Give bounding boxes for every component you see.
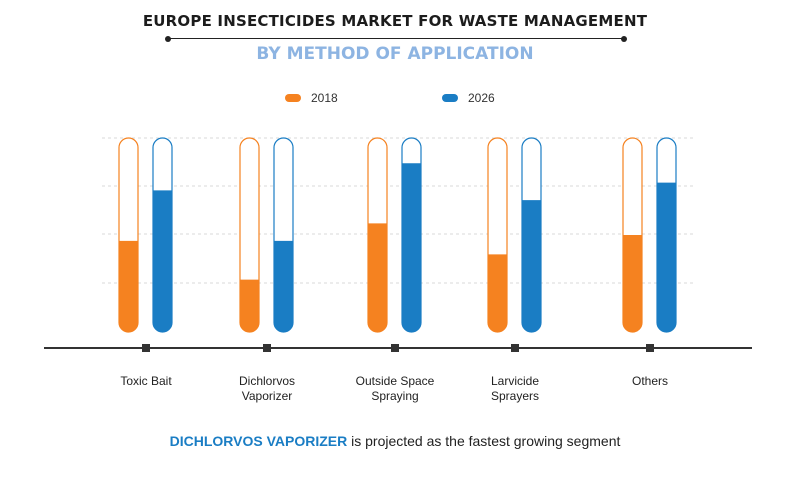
bar-2018-1 [240,279,259,332]
x-axis-tick-3 [511,344,519,352]
category-label-line: Spraying [371,389,419,403]
bar-2026-0 [153,190,172,332]
legend-swatch-2018 [285,94,301,102]
bar-2026-1 [274,240,293,332]
category-label-line: Larvicide [490,374,540,388]
bar-2026-4 [657,182,676,332]
category-label-0: Toxic Bait [81,374,211,389]
category-label-line: Toxic Bait [120,374,172,388]
title-divider [168,38,624,39]
footer-highlight: DICHLORVOS VAPORIZER [169,433,348,449]
category-label-2: Outside Space Spraying [330,374,460,404]
category-label-1: Dichlorvos Vaporizer [202,374,332,404]
legend-label-2018: 2018 [311,91,338,105]
x-axis-tick-1 [263,344,271,352]
footer-text: is projected as the fastest growing segm… [347,433,621,449]
category-label-line: Dichlorvos [238,374,295,388]
x-axis-tick-2 [391,344,399,352]
category-label-line: Others [631,374,668,388]
legend-swatch-2026 [442,94,458,102]
category-label-line: Vaporizer [241,389,293,403]
category-label-4: Others [585,374,715,389]
chart-subtitle: BY METHOD OF APPLICATION [256,44,534,64]
x-axis-tick-0 [142,344,150,352]
legend-item-2026: 2026 [442,90,495,106]
x-axis-tick-4 [646,344,654,352]
legend-label-2026: 2026 [468,91,495,105]
bar-2018-3 [488,254,507,332]
title-divider-right-dot [621,35,627,42]
bar-2018-2 [368,223,387,332]
bar-2018-0 [119,240,138,332]
bar-2026-3 [522,200,541,332]
title-divider-left-dot [165,35,171,42]
category-label-line: Outside Space [355,374,435,388]
category-label-line: Sprayers [490,389,540,403]
bar-2026-2 [402,163,421,332]
legend-item-2018: 2018 [285,90,338,106]
bar-2018-4 [623,235,642,332]
chart-title: EUROPE INSECTICIDES MARKET FOR WASTE MAN… [142,12,648,30]
category-label-3: Larvicide Sprayers [450,374,580,404]
footer-note: DICHLORVOS VAPORIZER is projected as the… [0,433,790,449]
